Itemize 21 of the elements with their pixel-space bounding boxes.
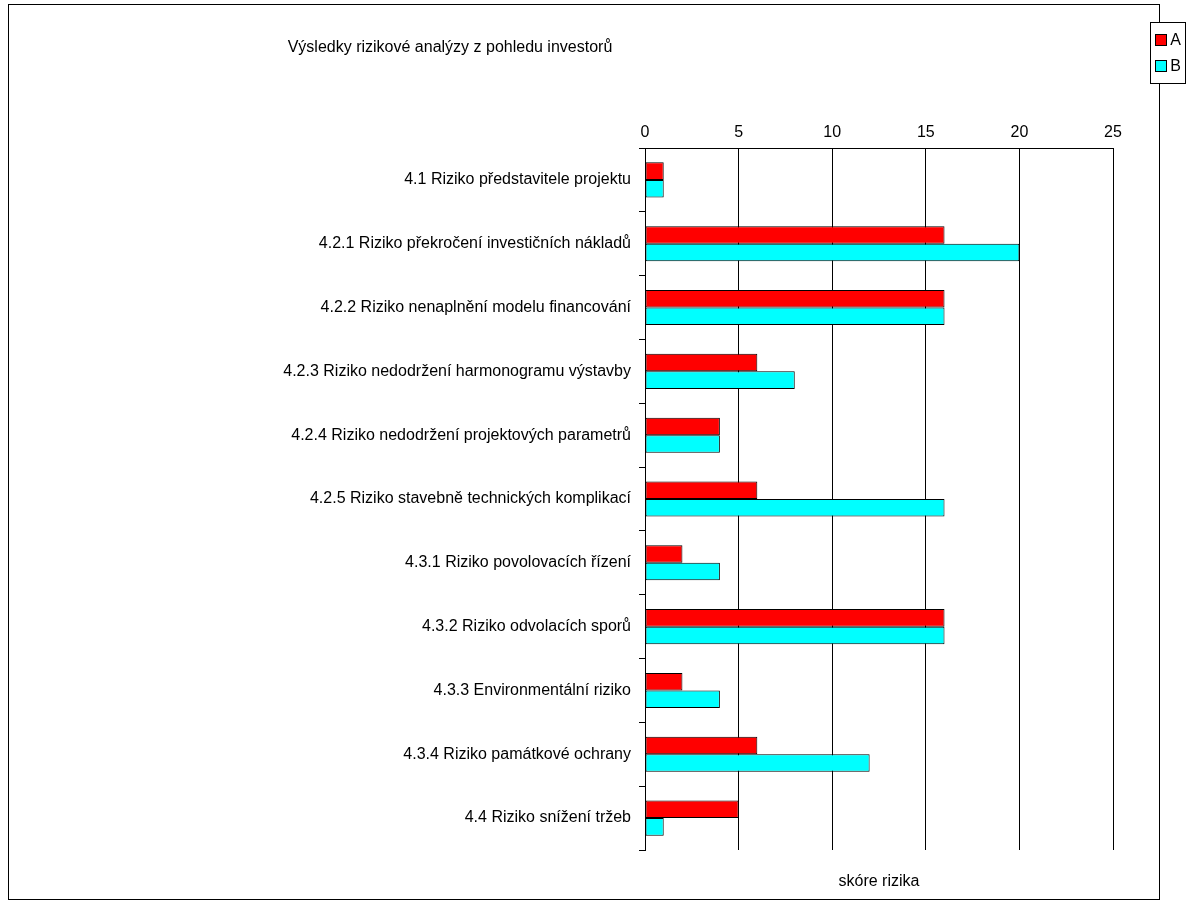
y-tick-label: 4.4 Riziko snížení tržeb (464, 808, 632, 826)
x-tick-label: 20 (1010, 122, 1029, 140)
text: Výsledky rizikové analýzy z pohledu investorů (286, 38, 614, 56)
y-tick-label: 4.2.3 Riziko nedodržení harmonogramu výstavby (283, 361, 631, 379)
legend-label: B (1170, 57, 1181, 75)
legend-label: A (1170, 31, 1181, 49)
y-tick-label: 4.1 Riziko představitele projektu (404, 170, 631, 188)
x-tick-label: 15 (916, 122, 935, 140)
y-tick-label: 4.2.2 Riziko nenaplnění modelu financování (320, 297, 632, 315)
y-tick-label: 4.2.1 Riziko překročení investičních nákladů (318, 234, 631, 252)
x-tick-label: 5 (734, 122, 744, 140)
x-tick-label: 0 (640, 122, 650, 140)
x-tick-label: 25 (1104, 122, 1122, 140)
x-tick-label: 10 (823, 122, 842, 140)
y-tick-label: 4.3.3 Environmentální riziko (433, 680, 632, 698)
y-tick-label: 4.2.5 Riziko stavebně technických komplikací (309, 489, 632, 507)
y-tick-label: 4.3.1 Riziko povolovacích řízení (405, 553, 632, 571)
x-axis-title: skóre rizika (837, 872, 921, 890)
y-tick-label: 4.3.2 Riziko odvolacích sporů (422, 617, 631, 635)
y-tick-label: 4.3.4 Riziko památkové ochrany (403, 744, 631, 762)
y-tick-label: 4.2.4 Riziko nedodržení projektových parametrů (291, 425, 631, 443)
